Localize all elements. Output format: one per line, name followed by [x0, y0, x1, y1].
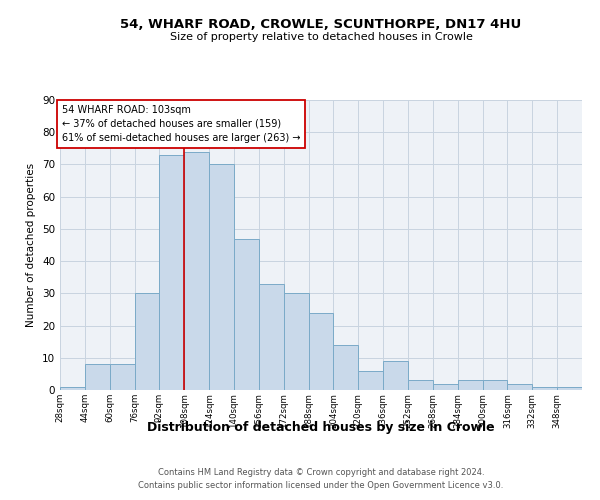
Bar [334, 345, 358, 390]
Text: Contains public sector information licensed under the Open Government Licence v3: Contains public sector information licen… [139, 482, 503, 490]
Bar [134, 294, 160, 390]
Bar [308, 312, 334, 390]
Text: Contains HM Land Registry data © Crown copyright and database right 2024.: Contains HM Land Registry data © Crown c… [158, 468, 484, 477]
Text: 54 WHARF ROAD: 103sqm
← 37% of detached houses are smaller (159)
61% of semi-det: 54 WHARF ROAD: 103sqm ← 37% of detached … [62, 105, 300, 143]
Bar [482, 380, 508, 390]
Bar [508, 384, 532, 390]
Bar [85, 364, 110, 390]
Bar [209, 164, 234, 390]
Bar [408, 380, 433, 390]
Bar [433, 384, 458, 390]
Bar [284, 294, 308, 390]
Bar [358, 370, 383, 390]
Text: Size of property relative to detached houses in Crowle: Size of property relative to detached ho… [170, 32, 472, 42]
Bar [458, 380, 482, 390]
Text: 54, WHARF ROAD, CROWLE, SCUNTHORPE, DN17 4HU: 54, WHARF ROAD, CROWLE, SCUNTHORPE, DN17… [121, 18, 521, 30]
Bar [184, 152, 209, 390]
Y-axis label: Number of detached properties: Number of detached properties [26, 163, 37, 327]
Bar [532, 387, 557, 390]
Bar [383, 361, 408, 390]
Bar [259, 284, 284, 390]
Bar [60, 387, 85, 390]
Text: Distribution of detached houses by size in Crowle: Distribution of detached houses by size … [147, 421, 495, 434]
Bar [110, 364, 134, 390]
Bar [234, 238, 259, 390]
Bar [160, 155, 184, 390]
Bar [557, 387, 582, 390]
